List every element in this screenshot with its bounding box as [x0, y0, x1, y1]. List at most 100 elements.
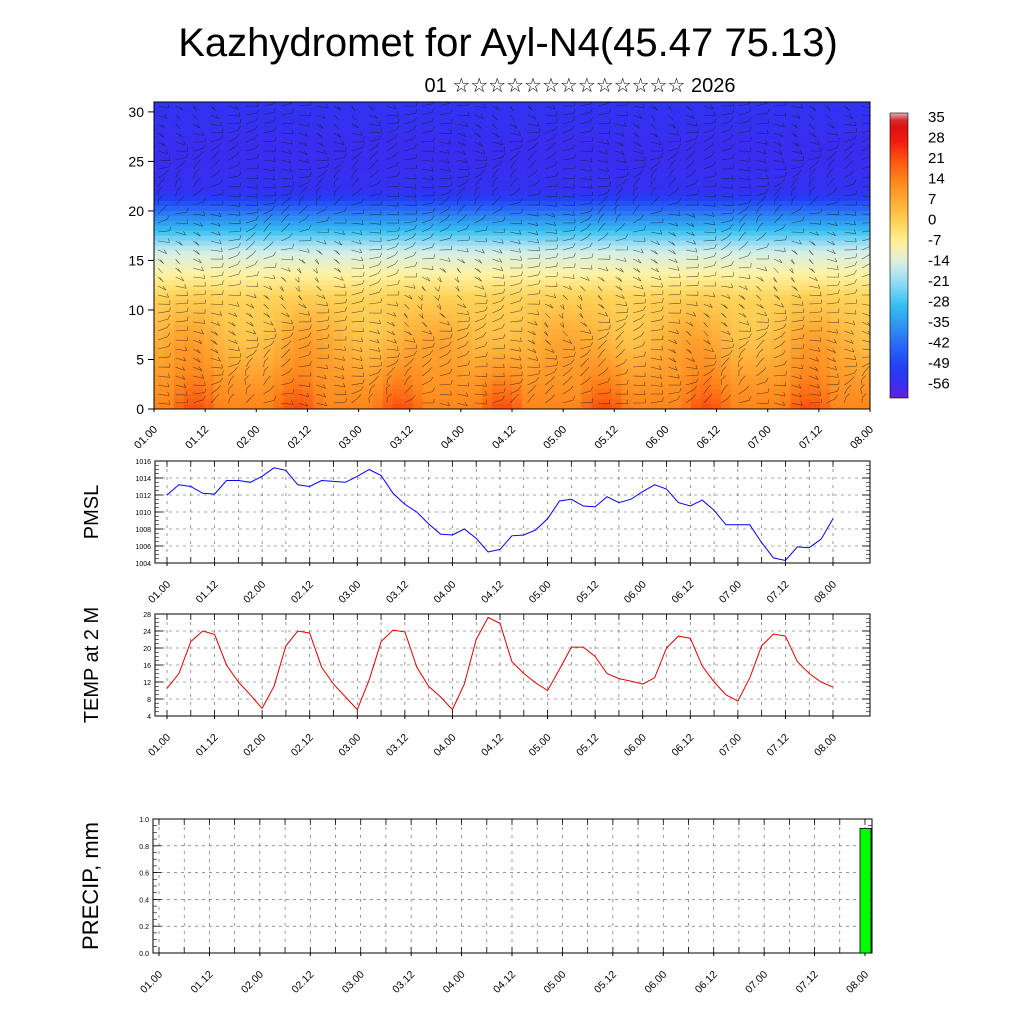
heat-cell	[233, 295, 245, 301]
heat-cell	[601, 339, 613, 346]
heat-cell	[571, 176, 583, 182]
heat-cell	[502, 156, 513, 163]
heat-cell	[512, 349, 523, 356]
heat-cell	[651, 394, 662, 400]
heat-cell	[432, 196, 443, 202]
wind-barb	[298, 195, 305, 206]
heat-cell	[810, 126, 821, 133]
heat-cell	[163, 161, 175, 167]
heat-cell	[163, 245, 175, 252]
heat-cell	[820, 166, 831, 172]
heat-cell	[482, 314, 493, 321]
heat-cell	[173, 404, 185, 409]
wind-barb	[193, 211, 205, 216]
heat-cell	[273, 151, 284, 158]
wind-barb	[263, 222, 272, 233]
heat-cell	[790, 389, 801, 395]
heat-cell	[561, 205, 573, 212]
heat-cell	[730, 235, 742, 242]
wind-barb	[404, 366, 412, 377]
heat-cell	[770, 280, 782, 286]
heat-cell	[362, 196, 374, 202]
heat-cell	[561, 324, 573, 331]
heat-cell	[700, 319, 712, 326]
heat-cell	[402, 334, 414, 341]
heat-cell	[323, 314, 334, 321]
wind-barb	[193, 395, 206, 404]
heat-cell	[541, 314, 553, 321]
heat-cell	[223, 265, 235, 271]
heat-cell	[352, 339, 364, 346]
heat-cell	[611, 319, 622, 326]
wind-barb	[263, 126, 277, 134]
heat-cell	[154, 201, 165, 207]
heat-cell	[283, 275, 294, 281]
heat-cell	[850, 131, 861, 138]
heat-cell	[233, 136, 245, 143]
heat-cell	[730, 285, 742, 291]
heat-cell	[541, 235, 553, 242]
heat-cell	[531, 300, 543, 306]
heat-cell	[223, 156, 235, 163]
heat-cell	[531, 305, 543, 311]
heat-cell	[263, 111, 274, 118]
heat-cell	[442, 131, 453, 138]
heat-cell	[412, 102, 424, 108]
wind-barb	[333, 230, 345, 235]
heat-cell	[521, 369, 533, 375]
wind-barb	[369, 347, 381, 352]
wind-barb	[316, 169, 328, 179]
heat-cell	[541, 309, 553, 316]
heat-cell	[402, 280, 414, 286]
heat-cell	[193, 265, 205, 271]
heat-cell	[571, 270, 583, 276]
heat-cell	[840, 161, 851, 167]
heat-cell	[691, 191, 702, 197]
heat-cell	[601, 329, 613, 336]
heat-cell	[293, 255, 304, 262]
heat-cell	[820, 260, 831, 266]
heat-cell	[382, 240, 394, 247]
heat-cell	[502, 349, 513, 356]
heat-cell	[482, 131, 493, 138]
heat-cell	[154, 349, 165, 356]
heat-cell	[621, 394, 632, 400]
wind-barb	[193, 274, 206, 279]
heat-cell	[412, 300, 424, 306]
heat-cell	[283, 161, 294, 167]
heat-cell	[780, 354, 792, 361]
heat-cell	[621, 210, 632, 217]
heat-cell	[631, 225, 642, 232]
heat-cell	[183, 379, 195, 385]
heat-cell	[243, 126, 255, 133]
heat-cell	[342, 106, 354, 113]
heat-cell	[163, 171, 175, 177]
heat-cell	[213, 349, 225, 356]
heat-cell	[263, 290, 274, 296]
heat-cell	[551, 176, 563, 182]
heat-cell	[780, 161, 792, 167]
heat-cell	[183, 191, 195, 197]
heat-cell	[183, 369, 195, 375]
heat-cell	[412, 260, 424, 266]
heat-cell	[551, 186, 563, 192]
heat-cell	[293, 394, 304, 400]
heat-cell	[700, 166, 712, 172]
heat-cell	[671, 156, 682, 163]
wind-barb	[157, 400, 170, 405]
heat-cell	[243, 255, 255, 262]
heat-cell	[561, 389, 573, 395]
wind-barb	[245, 366, 250, 377]
heat-cell	[512, 354, 523, 361]
heat-cell	[700, 250, 712, 257]
heat-cell	[571, 126, 583, 133]
heat-cell	[432, 230, 443, 237]
heat-cell	[571, 186, 583, 192]
wind-barb	[210, 222, 221, 227]
heat-cell	[412, 121, 424, 128]
heat-cell	[173, 359, 185, 366]
heat-cell	[541, 275, 553, 281]
heat-cell	[502, 290, 513, 296]
heat-cell	[362, 230, 374, 237]
heat-cell	[462, 384, 473, 390]
